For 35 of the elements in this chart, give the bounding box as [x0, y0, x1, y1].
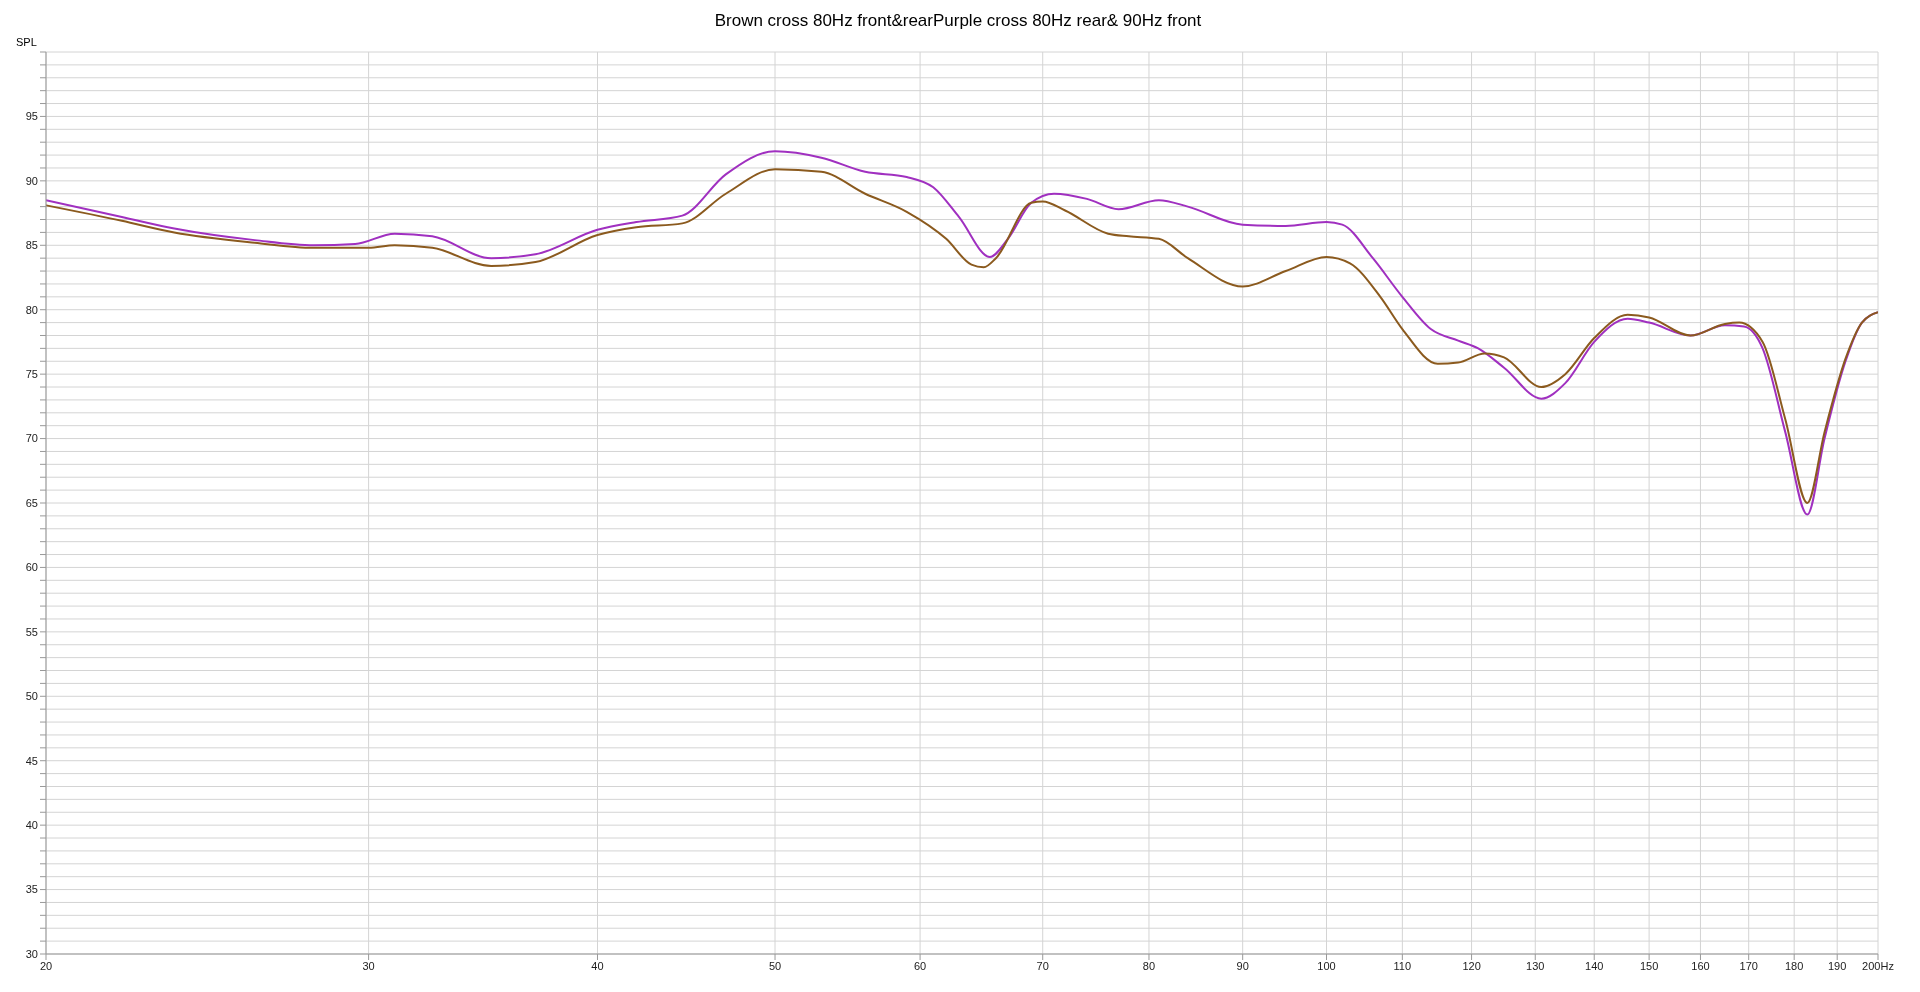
- y-tick-label: 40: [25, 819, 38, 832]
- y-tick-label: 70: [25, 432, 38, 445]
- x-tick-label: 190: [1828, 959, 1847, 972]
- x-tick-label: 70: [1036, 959, 1049, 972]
- x-tick-label: 90: [1236, 959, 1249, 972]
- x-tick-label: 160: [1691, 959, 1710, 972]
- x-tick-label: 130: [1526, 959, 1545, 972]
- y-tick-label: 65: [25, 496, 38, 509]
- x-tick-label: 150: [1639, 959, 1659, 972]
- x-tick-label: 170: [1739, 959, 1758, 972]
- y-tick-label: 80: [25, 303, 38, 316]
- y-tick-label: 90: [25, 174, 38, 187]
- y-tick-label: 85: [25, 239, 38, 252]
- x-tick-label: 120: [1462, 959, 1481, 972]
- y-tick-label: 55: [25, 625, 38, 638]
- y-tick-label: 60: [25, 561, 38, 574]
- chart-title: Brown cross 80Hz front&rearPurple cross 80Hz rear& 90Hz front: [713, 10, 1203, 32]
- x-tick-label: 40: [591, 959, 604, 972]
- x-tick-label: 30: [362, 959, 375, 972]
- x-tick-label: 80: [1142, 959, 1156, 972]
- y-tick-label: 95: [25, 110, 38, 123]
- x-tick-label: 20: [39, 959, 53, 972]
- x-tick-label: 180: [1784, 959, 1804, 972]
- x-tick-label: 100: [1317, 959, 1336, 972]
- x-tick-label: 200Hz: [1862, 959, 1894, 972]
- y-tick-label: 50: [25, 690, 38, 703]
- x-tick-label: 50: [768, 959, 782, 972]
- y-tick-label: 45: [25, 754, 38, 767]
- y-axis-title: SPL: [16, 36, 37, 48]
- y-tick-label: 35: [25, 883, 38, 896]
- y-tick-label: 30: [25, 947, 38, 960]
- x-tick-label: 60: [913, 959, 927, 972]
- y-tick-label: 75: [25, 368, 38, 381]
- x-tick-label: 140: [1585, 959, 1604, 972]
- x-tick-label: 110: [1393, 959, 1412, 972]
